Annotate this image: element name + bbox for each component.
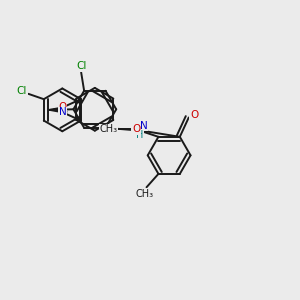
Text: CH₃: CH₃ [136, 189, 154, 199]
Text: CH₃: CH₃ [99, 124, 118, 134]
Text: N: N [58, 107, 66, 117]
Text: N: N [140, 121, 147, 131]
Text: O: O [132, 124, 140, 134]
Text: Cl: Cl [16, 86, 27, 96]
Text: O: O [190, 110, 198, 120]
Text: Cl: Cl [76, 61, 86, 71]
Text: H: H [136, 130, 143, 140]
Text: O: O [58, 103, 67, 112]
